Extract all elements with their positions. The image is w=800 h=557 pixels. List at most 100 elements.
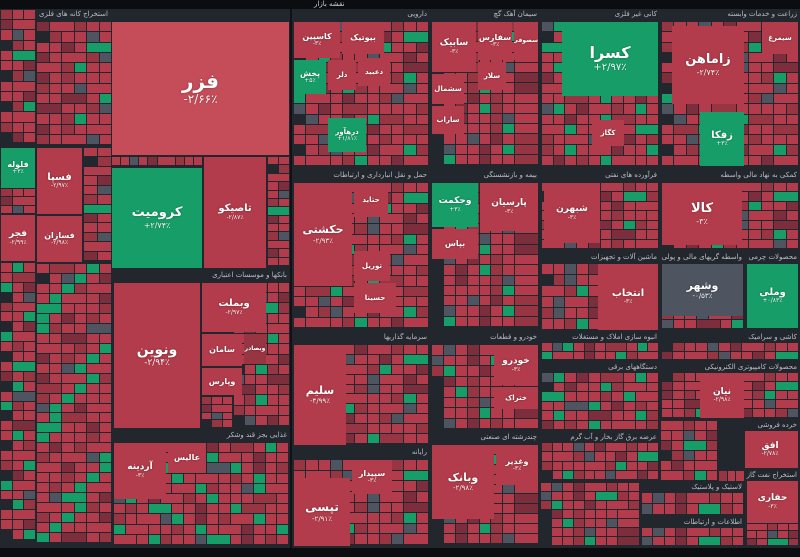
stock-tile-small[interactable] [87, 93, 99, 103]
stock-tile-small[interactable] [12, 510, 35, 520]
stock-tile-small[interactable] [279, 215, 289, 224]
stock-tile-small[interactable] [230, 514, 253, 524]
stock-tile-small[interactable] [673, 351, 684, 359]
stock-tile-small[interactable] [24, 381, 35, 391]
stock-tile-small[interactable] [172, 524, 183, 534]
stock-tile-small[interactable] [392, 345, 404, 354]
stock-tile-small[interactable] [379, 364, 392, 374]
stock-tile-small[interactable] [12, 312, 24, 322]
stock-tile-small[interactable] [355, 93, 367, 104]
stock-tile-small[interactable] [761, 183, 774, 192]
stock-tile-small[interactable] [661, 441, 672, 450]
stock-tile-small[interactable] [392, 265, 404, 276]
stock-tile-small[interactable] [648, 470, 658, 479]
stock-tile-small[interactable] [343, 394, 367, 404]
stock-tile-small[interactable] [74, 403, 86, 413]
stock-tile-small[interactable] [552, 519, 562, 527]
stock-tile-small[interactable] [416, 404, 428, 414]
stock-tile-small[interactable] [662, 382, 673, 390]
stock-tile-small[interactable] [515, 134, 538, 144]
stock-tile-small[interactable] [62, 93, 86, 103]
stock-tile-small[interactable] [647, 155, 658, 165]
stock-tile-small[interactable] [553, 145, 565, 155]
stock-tile-small[interactable] [343, 513, 367, 523]
stock-tile-small[interactable] [541, 483, 551, 491]
stock-tile-small[interactable] [99, 303, 111, 313]
stock-tile-small[interactable] [552, 501, 562, 509]
stock-tile-small[interactable] [172, 483, 195, 493]
stock-tile-small[interactable] [612, 382, 623, 391]
stock-tile-small[interactable] [553, 382, 565, 391]
stock-tile-small[interactable] [99, 533, 111, 542]
stock-tile-small[interactable] [62, 463, 74, 473]
stock-tile-small[interactable] [12, 500, 24, 510]
stock-tile-small[interactable] [37, 93, 49, 103]
stock-tile-small[interactable] [195, 534, 207, 544]
stock-tile-small[interactable] [62, 303, 74, 313]
stock-tile-small[interactable] [1, 510, 12, 520]
stock-tile-small[interactable] [635, 135, 647, 145]
stock-tile-small[interactable] [219, 504, 230, 514]
stock-tile-small[interactable] [416, 83, 428, 93]
stock-tile-small[interactable] [306, 135, 318, 145]
stock-tile-small[interactable] [343, 414, 355, 424]
stock-tile-small[interactable] [367, 424, 379, 434]
stock-tile-small[interactable] [720, 319, 732, 328]
stock-tile-small[interactable] [37, 373, 49, 383]
stock-tile-small[interactable] [279, 249, 289, 257]
stock-tile-small[interactable] [1, 10, 12, 20]
stock-tile-small[interactable] [637, 470, 648, 479]
stock-tile-small[interactable] [330, 104, 343, 114]
stock-tile-small[interactable] [306, 145, 318, 155]
stock-tile-small[interactable] [607, 519, 617, 527]
stock-tile-small[interactable] [84, 185, 97, 195]
stock-tile-small[interactable] [563, 510, 573, 518]
stock-tile-small[interactable] [600, 373, 623, 382]
stock-tile-small[interactable] [74, 63, 86, 73]
stock-tile-small[interactable] [491, 244, 503, 254]
stock-tile-small[interactable] [647, 183, 658, 192]
stock-tile-small[interactable] [355, 345, 367, 354]
stock-tile-small[interactable] [172, 504, 183, 514]
stock-tile-small[interactable] [157, 157, 175, 165]
stock-tile-small[interactable] [404, 234, 416, 245]
stock-tile-small[interactable] [612, 411, 623, 420]
stock-tile-small[interactable] [623, 145, 635, 155]
stock-tile-small[interactable] [577, 264, 588, 274]
stock-tile-small[interactable] [62, 533, 86, 542]
stock-tile-small[interactable] [612, 93, 623, 104]
stock-tile-small[interactable] [503, 285, 515, 296]
stock-tile-small[interactable] [256, 415, 267, 425]
stock-tile-small[interactable] [254, 493, 277, 504]
stock-tile-small[interactable] [367, 345, 392, 354]
stock-tile-small[interactable] [87, 363, 111, 373]
stock-tile[interactable]: کگاز [592, 120, 624, 146]
stock-tile-small[interactable] [12, 205, 24, 213]
stock-tile-small[interactable] [647, 220, 658, 230]
stock-tile-small[interactable] [673, 409, 684, 417]
stock-tile-small[interactable] [49, 73, 61, 83]
stock-tile-small[interactable] [753, 391, 764, 399]
stock-tile-small[interactable] [455, 285, 467, 296]
stock-tile-small[interactable] [74, 423, 86, 433]
stock-tile-small[interactable] [392, 534, 404, 544]
stock-tile-small[interactable] [727, 471, 736, 481]
stock-tile-small[interactable] [306, 155, 330, 165]
stock-tile-small[interactable] [776, 343, 787, 351]
stock-tile-small[interactable] [467, 73, 479, 83]
stock-tile-small[interactable] [786, 104, 798, 114]
stock-tile-small[interactable] [565, 373, 577, 382]
stock-tile-small[interactable] [515, 285, 538, 296]
stock-tile-small[interactable] [416, 491, 428, 502]
stock-tile-small[interactable] [277, 514, 288, 524]
stock-tile-small[interactable] [635, 420, 647, 429]
stock-tile-small[interactable] [245, 415, 256, 425]
stock-tile-small[interactable] [695, 451, 706, 460]
stock-tile-small[interactable] [565, 264, 577, 274]
stock-tile-small[interactable] [330, 460, 343, 470]
stock-tile-small[interactable] [552, 510, 562, 518]
stock-tile-small[interactable] [553, 93, 565, 104]
stock-tile-small[interactable] [84, 176, 97, 185]
stock-tile-small[interactable] [515, 494, 538, 504]
stock-tile-small[interactable] [212, 397, 222, 404]
